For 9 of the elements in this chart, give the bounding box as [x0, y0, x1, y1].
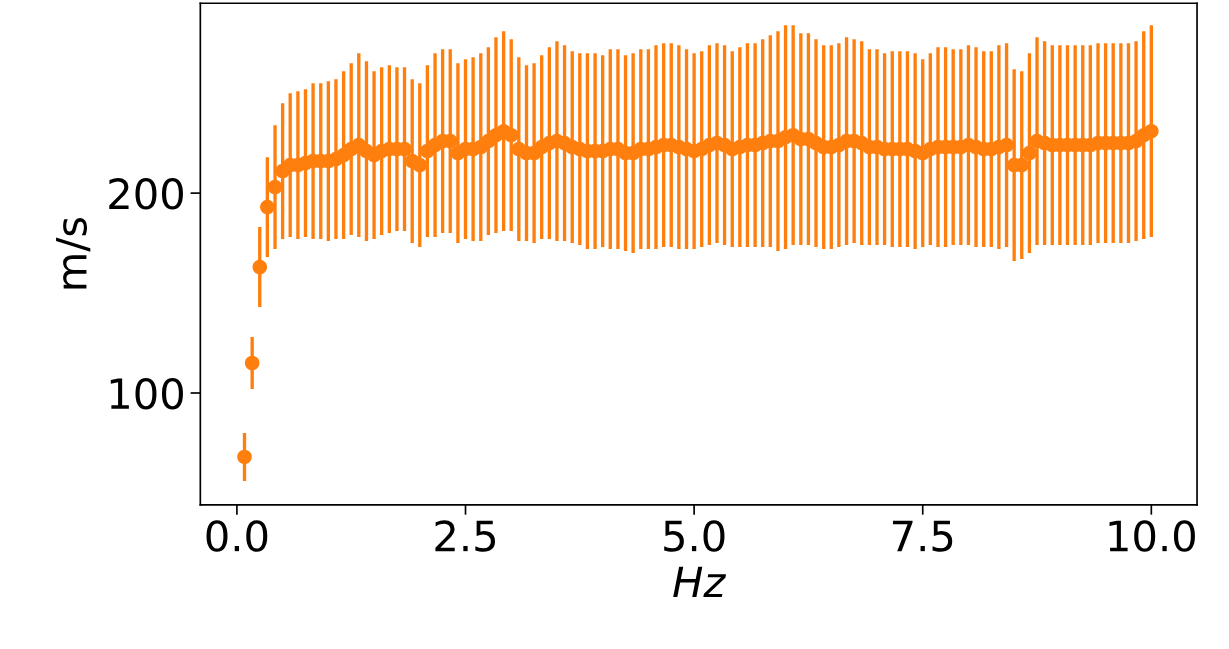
x-tick-label: 5.0: [664, 520, 725, 552]
x-tick-label: 7.5: [893, 520, 953, 552]
y-axis-title: m/s: [56, 217, 91, 289]
x-axis-title: Hz: [673, 566, 727, 598]
x-tick-label: 2.5: [435, 520, 495, 552]
x-tick-label: 10.0: [1109, 520, 1195, 552]
y-tick-label: 100: [110, 377, 183, 410]
x-tick-label: 0.0: [206, 520, 268, 552]
y-tick-label: 200: [109, 178, 183, 210]
